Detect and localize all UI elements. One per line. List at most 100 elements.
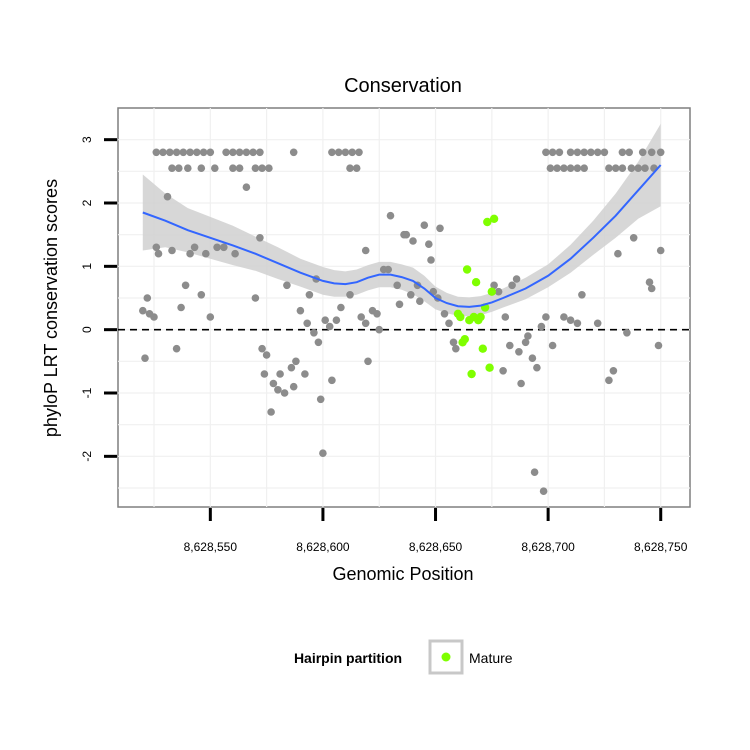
data-point <box>269 379 278 388</box>
data-point <box>623 329 631 337</box>
data-point <box>251 164 260 172</box>
data-point <box>256 148 264 157</box>
y-tick-label: -1 <box>80 387 94 398</box>
data-point <box>618 164 627 172</box>
x-tick-label: 8,628,650 <box>409 540 463 554</box>
smooth-line <box>142 164 662 308</box>
x-tick-label: 8,628,700 <box>521 540 575 554</box>
legend: Hairpin partition Mature <box>294 639 513 675</box>
confidence-band <box>142 123 661 317</box>
data-point <box>618 148 627 157</box>
data-point <box>539 487 548 496</box>
data-point <box>190 243 199 252</box>
data-point <box>546 164 555 172</box>
data-point <box>436 224 444 233</box>
data-point <box>206 313 215 321</box>
data-point <box>521 338 530 347</box>
data-point <box>625 148 633 157</box>
data-point <box>566 148 575 157</box>
data-point <box>560 164 568 172</box>
mature-data-point <box>467 369 476 379</box>
data-point <box>609 367 618 375</box>
data-point <box>211 164 219 172</box>
mature-data-point <box>462 265 472 274</box>
data-point <box>346 164 354 172</box>
data-point <box>193 148 201 157</box>
data-point <box>508 281 516 290</box>
data-point <box>186 249 194 258</box>
data-point <box>276 370 284 378</box>
data-point <box>357 313 366 321</box>
data-point <box>499 367 507 375</box>
data-point <box>262 351 271 359</box>
data-point <box>490 281 498 290</box>
data-point <box>580 164 588 172</box>
data-point <box>168 164 176 172</box>
data-point <box>220 243 228 252</box>
mature-data-point <box>460 335 469 344</box>
data-point <box>578 291 586 299</box>
data-point <box>177 303 185 312</box>
data-point <box>427 256 435 264</box>
data-point <box>283 281 291 290</box>
data-point <box>573 148 582 157</box>
data-point <box>638 148 647 157</box>
data-point <box>647 148 656 157</box>
data-point <box>501 313 510 321</box>
legend-label-mature: Mature <box>469 650 513 666</box>
data-point <box>542 313 550 321</box>
data-point <box>386 211 395 220</box>
y-tick-label: 3 <box>80 136 94 143</box>
y-tick-label: -2 <box>80 451 94 462</box>
data-point <box>512 275 521 283</box>
data-point <box>242 183 251 191</box>
plot-panel <box>117 107 691 508</box>
data-point <box>179 148 188 157</box>
data-point <box>515 348 523 356</box>
data-point <box>494 287 503 296</box>
data-point <box>206 148 215 157</box>
data-point <box>611 164 620 172</box>
data-point <box>143 294 152 302</box>
data-point <box>287 363 296 372</box>
data-point <box>600 148 609 157</box>
data-point <box>341 148 350 157</box>
data-point <box>528 354 537 363</box>
data-point <box>280 389 289 397</box>
data-point <box>319 449 327 458</box>
data-point <box>420 221 429 229</box>
data-point <box>440 310 449 318</box>
x-tick-label: 8,628,750 <box>634 540 688 554</box>
data-point <box>587 148 595 157</box>
data-point <box>593 148 602 157</box>
data-point <box>152 243 161 252</box>
data-point <box>163 192 172 201</box>
data-point <box>235 148 244 157</box>
data-point <box>352 164 361 172</box>
data-point <box>150 313 158 321</box>
data-point <box>172 344 181 353</box>
data-point <box>289 382 298 391</box>
y-tick-label: 0 <box>80 326 94 333</box>
data-point <box>573 319 582 328</box>
x-tick-label: 8,628,550 <box>184 540 238 554</box>
data-point <box>328 376 336 385</box>
data-point <box>265 164 273 172</box>
y-tick-label: 2 <box>80 199 94 206</box>
data-point <box>573 164 582 172</box>
data-point <box>506 341 514 350</box>
data-point <box>202 249 210 258</box>
data-point <box>229 148 237 157</box>
data-point <box>542 148 550 157</box>
data-point <box>555 148 564 157</box>
data-point <box>445 319 453 328</box>
mature-data-point <box>456 312 465 322</box>
data-point <box>566 164 575 172</box>
data-point <box>316 395 325 404</box>
data-point <box>197 164 206 172</box>
data-point <box>168 246 176 255</box>
data-point <box>593 319 602 328</box>
legend-title: Hairpin partition <box>294 650 402 666</box>
y-axis-title: phyloP LRT conservation scores <box>41 179 61 437</box>
data-point <box>560 313 568 321</box>
